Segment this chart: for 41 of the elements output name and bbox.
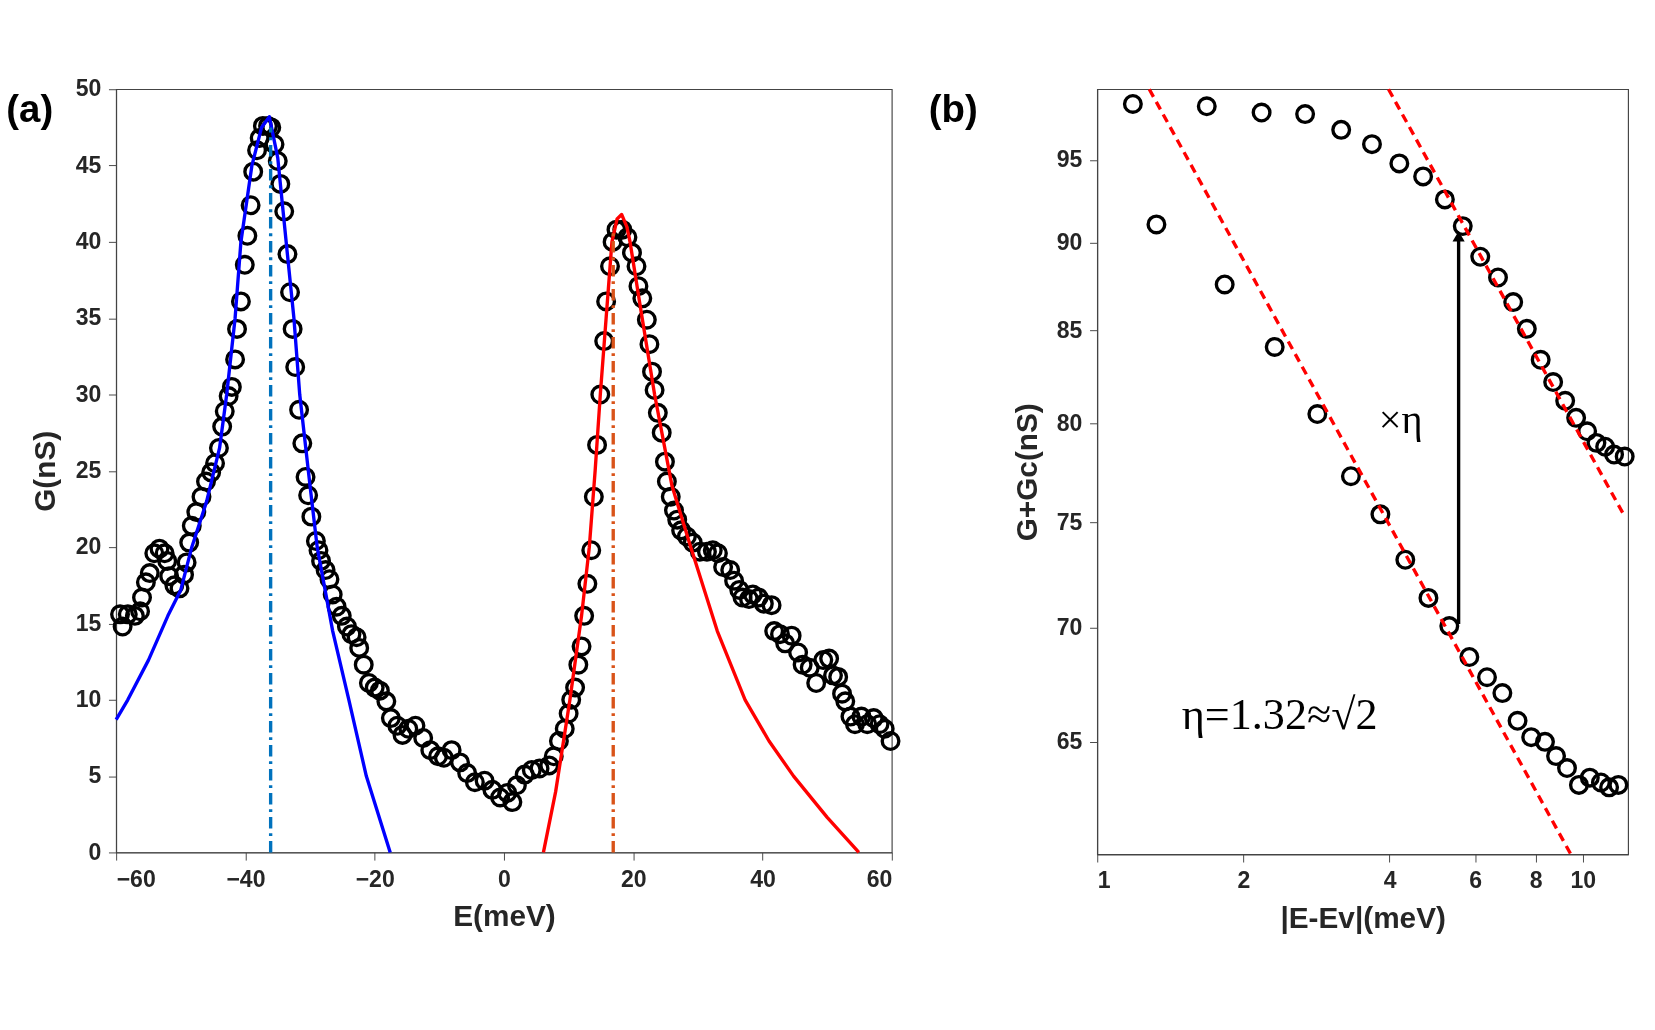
line-series — [114, 115, 392, 855]
x-tick-label: 40 — [750, 865, 776, 892]
x-tick-label: 4 — [1383, 867, 1397, 894]
text: (b) — [928, 86, 978, 130]
y-tick-label: 30 — [75, 380, 102, 407]
x-tick-label: 2 — [1237, 867, 1251, 894]
x-tick-label: 6 — [1469, 867, 1482, 894]
y-tick-label: 35 — [75, 304, 102, 331]
x-tick-label: 10 — [1570, 867, 1597, 894]
x-tick-label: 0 — [498, 865, 511, 892]
y-tick-label: 20 — [75, 533, 102, 560]
y-tick-label: 10 — [75, 685, 102, 712]
y-tick-label: 90 — [1056, 229, 1083, 256]
x-tick-label: −20 — [355, 865, 395, 892]
x-axis-title: |E-Ev|(meV) — [1280, 900, 1446, 934]
x-tick-label: −40 — [226, 865, 266, 892]
text: (a) — [6, 86, 54, 130]
x-tick-label: 1 — [1097, 867, 1111, 894]
y-axis-title: G(nS) — [28, 430, 62, 512]
y-tick-label: 0 — [88, 838, 102, 865]
y-tick-label: 75 — [1056, 508, 1083, 535]
y-tick-label: 85 — [1056, 316, 1083, 343]
x-axis-title: E(meV) — [453, 898, 556, 932]
x-tick-label: 8 — [1529, 867, 1543, 894]
line-series — [541, 212, 861, 855]
annotation: ×η — [1378, 396, 1423, 442]
x-tick-label: −60 — [116, 865, 156, 892]
y-axis-title: G+Gc(nS) — [1009, 403, 1043, 542]
y-tick-label: 65 — [1056, 728, 1083, 755]
y-tick-label: 50 — [75, 75, 102, 102]
annotation: η=1.32≈√2 — [1181, 689, 1378, 739]
y-tick-label: 40 — [75, 228, 102, 255]
y-tick-label: 70 — [1056, 614, 1083, 641]
y-tick-label: 15 — [75, 609, 102, 636]
y-tick-label: 95 — [1056, 146, 1083, 173]
y-tick-label: 45 — [75, 151, 102, 178]
y-tick-label: 80 — [1056, 409, 1083, 436]
x-tick-label: 60 — [866, 865, 893, 892]
y-tick-label: 25 — [75, 457, 102, 484]
x-tick-label: 20 — [620, 865, 647, 892]
y-tick-label: 5 — [88, 762, 102, 789]
